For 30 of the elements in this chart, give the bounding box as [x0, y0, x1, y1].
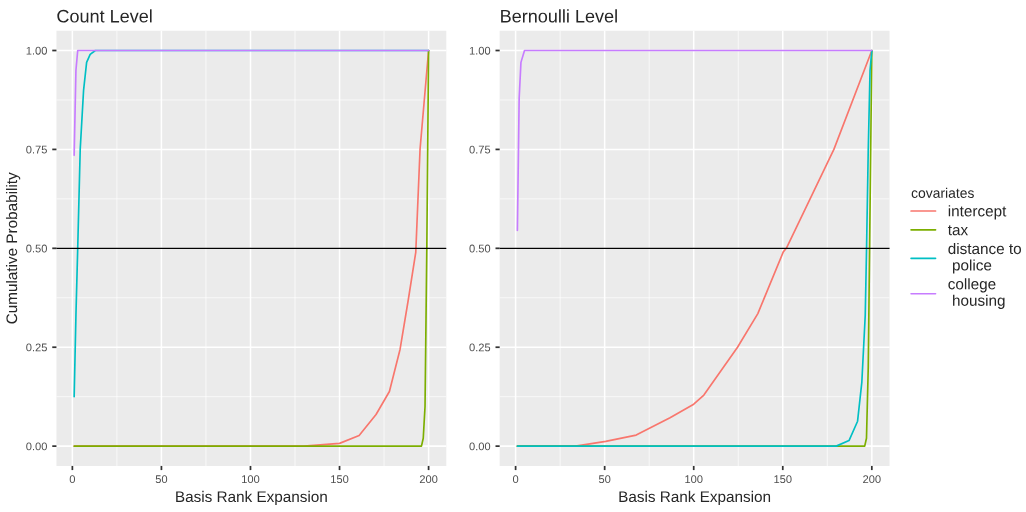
x-tick-label: 50 — [155, 475, 168, 484]
x-tick-label: 0 — [69, 475, 76, 484]
y-tick-label: 0.00 — [26, 442, 47, 451]
y-tick-label: 1.00 — [469, 46, 491, 55]
y-tick-label: 0.50 — [469, 244, 491, 253]
legend-title: covariates — [911, 187, 974, 198]
x-tick-label: 0 — [512, 475, 519, 484]
y-tick-label: 0.50 — [26, 244, 47, 253]
x-axis-title: Basis Rank Expansion — [619, 490, 771, 506]
x-tick-label: 50 — [598, 475, 611, 484]
y-tick-label: 0.75 — [26, 145, 47, 154]
x-tick-label: 100 — [242, 475, 260, 484]
line-series — [516, 49, 873, 232]
x-tick-label: 200 — [419, 475, 438, 484]
y-tick-label: 0.25 — [469, 343, 491, 352]
x-tick-label: 150 — [331, 475, 349, 484]
chart-title: Bernoulli Level — [501, 9, 617, 23]
chart-title: Count Level — [57, 9, 152, 23]
x-axis-title: Basis Rank Expansion — [176, 490, 327, 506]
legend-label: college housing — [948, 278, 1005, 309]
x-tick-label: 100 — [685, 475, 703, 484]
y-tick-label: 0.75 — [469, 145, 491, 154]
y-tick-label: 0.00 — [469, 442, 491, 451]
legend-label: tax — [947, 225, 968, 236]
x-tick-label: 150 — [774, 475, 792, 484]
y-tick-label: 0.25 — [26, 343, 47, 352]
y-tick-label: 1.00 — [26, 46, 47, 55]
legend-label: intercept — [948, 205, 1007, 220]
y-axis-title: Cumulative Probability — [5, 172, 21, 324]
x-tick-label: 200 — [863, 475, 881, 484]
